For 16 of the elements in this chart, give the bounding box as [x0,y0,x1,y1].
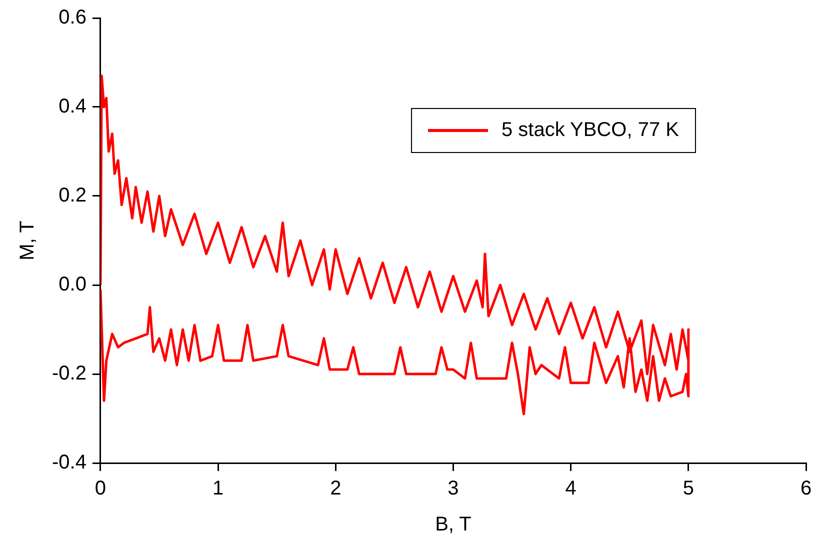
y-tick-label: 0.6 [58,6,86,29]
x-tick-label: 3 [448,478,459,500]
legend-label: 5 stack YBCO, 77 K [502,119,679,142]
y-tick-label: 0.0 [58,274,86,296]
y-tick-label: -0.2 [52,362,86,385]
x-tick-label: 0 [94,478,106,500]
x-tick-label: 6 [800,478,812,500]
x-tick-label: 4 [565,478,576,500]
x-tick-label: 2 [330,478,342,500]
x-axis-title: B, T [435,514,472,536]
y-tick-label: 0.4 [58,96,86,118]
x-tick-label: 1 [212,478,224,500]
y-tick-label: -0.4 [52,452,86,474]
x-tick-label: 5 [682,478,694,500]
y-tick-label: 0.2 [58,184,86,207]
y-axis-title: M, T [16,220,39,260]
